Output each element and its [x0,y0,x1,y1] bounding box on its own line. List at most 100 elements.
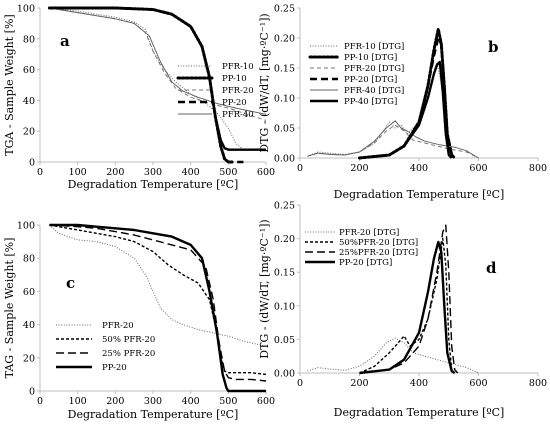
x-tick-label: 800 [529,378,547,389]
series-line-pfr-20-dtg [307,124,479,159]
y-tick-label: 0.05 [274,124,295,135]
y-tick-label: 0.25 [274,4,295,15]
y-tick-label: 0.00 [274,369,295,380]
x-axis-title: Degradation Temperature [ºC] [68,178,239,191]
x-tick-label: 0 [297,163,303,174]
legend-label: PP-10 [222,74,247,84]
x-axis-title: Degradation Temperature [ºC] [334,406,505,419]
legend-label: 25%PFR-20 [DTG] [339,248,418,258]
legend-label: PFR-20 [102,321,134,331]
y-tick-label: 20 [23,127,35,138]
legend-label: 25% PFR-20 [102,349,155,359]
legend-label: PFR-20 [DTG] [344,64,404,74]
series-line-pfr-10 [49,7,266,151]
x-tick-label: 200 [350,163,368,174]
y-tick-label: 100 [17,4,35,15]
legend-label: PFR-40 [222,110,254,120]
legend-label: PFR-10 [DTG] [344,42,404,52]
legend-label: PP-20 [222,98,247,108]
series-line-pfr-20-dtg [307,337,479,374]
legend: PFR-10 [DTG]PP-10 [DTG]PFR-20 [DTG]PP-20… [308,42,404,107]
series-line-pp-40-dtg [359,60,453,160]
x-tick-label: 800 [529,163,547,174]
legend-label: 50% PFR-20 [102,335,155,345]
x-tick-label: 300 [144,167,162,178]
y-tick-label: 20 [23,353,35,364]
chart-panel-a: 0 100 200 300 400 500 600020406080100Degradati… [3,4,275,192]
y-tick-label: 0.05 [274,335,295,346]
y-axis-title: TGA - Sample Weight [%] [3,14,16,155]
x-tick-label: 200 [106,396,124,407]
y-tick-label: 0.15 [274,268,295,279]
series-line-pp-10 [47,6,234,164]
x-tick-label: 600 [469,378,487,389]
y-tick-label: 40 [23,320,35,331]
panel-letter: d [486,259,497,277]
x-tick-label: 100 [69,396,87,407]
series-line-50-pfr-20 [49,224,267,376]
legend-label: PP-40 [DTG] [344,97,397,107]
y-tick-label: 100 [17,221,35,232]
legend-label: 50%PFR-20 [DTG] [339,238,418,248]
y-tick-label: 0.25 [274,201,295,212]
x-tick-label: 200 [106,167,124,178]
legend: PFR-10 PP-10 PFR-20 PP-20 PFR-40 [176,62,254,120]
x-axis-title: Degradation Temperature [ºC] [68,408,239,421]
x-tick-label: 500 [219,167,237,178]
x-tick-label: 400 [410,378,428,389]
x-tick-label: 0 [37,396,43,407]
y-tick-label: 80 [23,34,35,45]
series-line-50-pfr-20-dtg [359,237,456,374]
y-axis-title: TAG - Sample Weight [%] [3,238,16,379]
series-line-pp-20-dtg [359,240,456,375]
x-tick-label: 400 [410,163,428,174]
y-axis-title: DTG - (dW/dT, [mg·ºC⁻¹]) [258,13,271,152]
panel-letter: a [60,32,70,50]
x-tick-label: 600 [469,163,487,174]
x-tick-label: 100 [69,167,87,178]
y-tick-label: 0.20 [274,34,295,45]
series-line-pfr-10-dtg [307,61,456,159]
y-tick-label: 0 [29,158,35,169]
y-tick-label: 0.00 [274,154,295,165]
y-axis-title: DTG - (dW/dT, [mg·ºC⁻¹]) [258,219,271,358]
y-tick-label: 40 [23,96,35,107]
series-line-25-pfr-20-dtg [359,224,459,374]
legend-label: PFR-40 [DTG] [344,86,404,96]
series-line-unlabeled-5 [49,6,266,151]
legend-label: PP-20 [DTG] [344,75,397,85]
legend-label: PP-20 [DTG] [339,258,392,268]
legend: PFR-20 [DTG]50%PFR-20 [DTG]25%PFR-20 [DT… [305,228,418,268]
y-tick-label: 60 [23,65,35,76]
chart-panel-b: 0 200 400 600 800 0.00 0.05 0.10 0.15 0.20 0.25 Deg… [258,4,547,202]
y-tick-label: 60 [23,287,35,298]
panel-letter: b [488,38,499,56]
series-line-pfr-40 [49,7,267,115]
series-line-pp-20 [49,223,266,393]
y-tick-label: 0.15 [274,64,295,75]
y-tick-label: 0.20 [274,234,295,245]
x-tick-label: 0 [297,378,303,389]
chart-panel-d: 0 200 400 600 800 0.00 0.05 0.10 0.15 0.20 0.25 Deg… [258,201,547,420]
legend: PFR-20 50% PFR-20 25% PFR-20 PP-20 [56,321,155,373]
y-tick-label: 0.10 [274,301,295,312]
legend-label: PFR-20 [222,86,254,96]
x-tick-label: 500 [219,396,237,407]
x-tick-label: 400 [182,396,200,407]
y-tick-label: 0.10 [274,94,295,105]
legend-label: PFR-20 [DTG] [339,228,399,238]
series-line-pfr-20 [49,224,267,347]
legend-label: PP-10 [DTG] [344,53,397,63]
x-axis-title: Degradation Temperature [ºC] [334,188,505,201]
x-tick-label: 600 [257,167,275,178]
x-tick-label: 200 [350,378,368,389]
x-tick-label: 300 [144,396,162,407]
x-tick-label: 600 [257,396,275,407]
legend-label: PFR-10 [222,62,254,72]
y-tick-label: 0 [29,387,35,398]
legend-label: PP-20 [102,363,127,373]
y-tick-label: 80 [23,254,35,265]
x-tick-label: 0 [37,167,43,178]
chart-panel-c: 0 100 200 300 400 500 600020406080100Degradati… [3,221,275,422]
